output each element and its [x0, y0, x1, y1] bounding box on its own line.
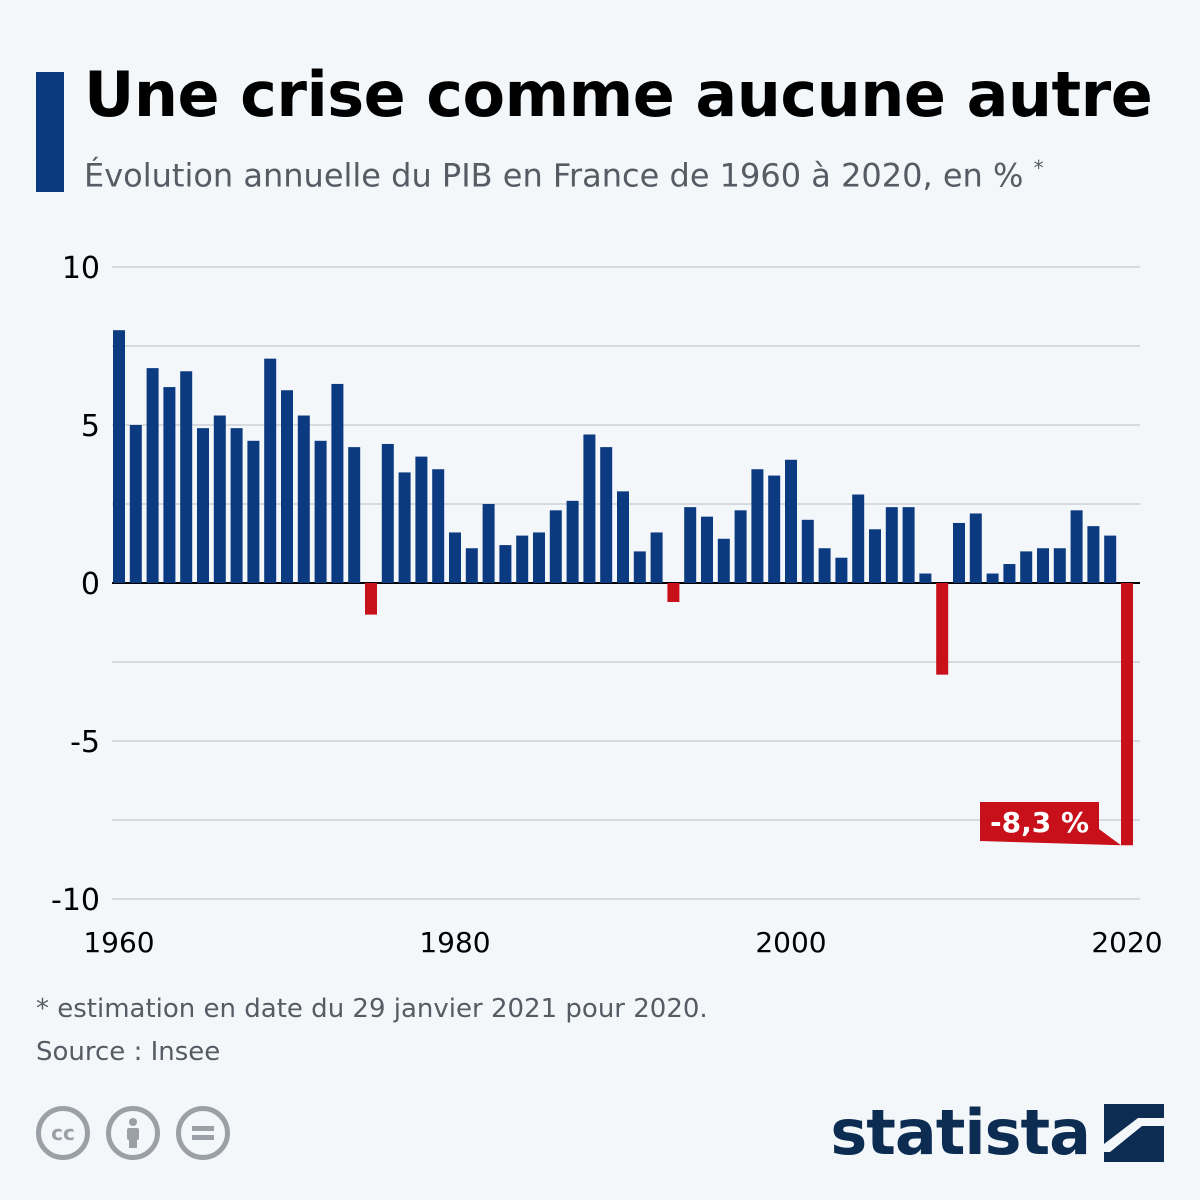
- bar-2008: [919, 573, 932, 583]
- x-tick-label: 1980: [419, 926, 490, 959]
- brand-wordmark: statista: [830, 1096, 1091, 1169]
- x-tick-label: 2000: [755, 926, 826, 959]
- bar-1968: [247, 440, 260, 583]
- bar-2014: [1020, 551, 1033, 583]
- bar-2019: [1104, 535, 1117, 583]
- bar-1983: [499, 545, 512, 583]
- y-tick-label: 10: [62, 251, 100, 286]
- bar-1970: [281, 390, 293, 583]
- bar-2015: [1037, 548, 1049, 583]
- y-tick-label: 0: [81, 567, 100, 602]
- bar-2001: [801, 519, 814, 583]
- bar-1966: [213, 415, 226, 583]
- bar-2017: [1070, 510, 1083, 583]
- bar-2007: [902, 507, 915, 583]
- bar-2009: [936, 583, 949, 675]
- statista-logo-icon: [1104, 1103, 1164, 1162]
- bar-1964: [180, 371, 193, 583]
- bar-1973: [331, 383, 344, 583]
- bar-1982: [482, 504, 495, 583]
- source-note: Source : Insee: [36, 1037, 221, 1067]
- bar-2018: [1087, 526, 1100, 583]
- bar-2011: [969, 513, 982, 583]
- license-icons: cc: [36, 1106, 230, 1160]
- bar-1996: [717, 538, 730, 583]
- bar-1995: [701, 516, 713, 583]
- bar-1974: [348, 447, 361, 583]
- y-tick-label: -5: [70, 725, 100, 760]
- bar-2004: [852, 494, 865, 583]
- bar-1976: [381, 443, 394, 583]
- bar-1971: [297, 415, 310, 583]
- footnote: * estimation en date du 29 janvier 2021 …: [36, 994, 708, 1024]
- bar-1967: [230, 428, 243, 583]
- x-tick-label: 2020: [1091, 926, 1162, 959]
- annotation-callout: [980, 802, 1121, 846]
- by-icon[interactable]: [106, 1106, 160, 1160]
- bar-1981: [465, 548, 478, 583]
- title-accent-bar: [36, 72, 64, 192]
- bar-2016: [1053, 548, 1066, 583]
- annotation-label: -8,3 %: [990, 806, 1089, 839]
- x-tick-label: 1960: [83, 926, 154, 959]
- bar-2003: [835, 557, 848, 583]
- bar-1985: [533, 532, 545, 583]
- chart-subtitle: Évolution annuelle du PIB en France de 1…: [84, 156, 1044, 195]
- bar-1961: [129, 425, 142, 583]
- bar-1998: [751, 469, 764, 583]
- statista-logo[interactable]: statista: [830, 1096, 1164, 1169]
- bar-2000: [785, 459, 797, 583]
- bar-2013: [1003, 564, 1016, 583]
- bar-1992: [650, 532, 663, 583]
- bar-1969: [264, 358, 277, 583]
- subtitle-footnote-mark: *: [1033, 156, 1044, 180]
- bar-1960: [113, 330, 125, 583]
- bar-1984: [516, 535, 529, 583]
- bar-1980: [449, 532, 461, 583]
- bar-2002: [818, 548, 831, 583]
- bar-1990: [617, 491, 629, 583]
- bar-1977: [398, 472, 411, 583]
- bar-1989: [600, 447, 613, 583]
- nd-icon[interactable]: [176, 1106, 230, 1160]
- bar-2010: [953, 522, 965, 583]
- bar-2006: [885, 507, 898, 583]
- bar-2020: [1121, 583, 1133, 846]
- y-tick-label: -10: [51, 883, 100, 918]
- bar-1993: [667, 583, 680, 602]
- bar-1987: [566, 500, 579, 583]
- bar-1963: [163, 387, 176, 583]
- bar-1965: [197, 428, 209, 583]
- bar-1978: [415, 456, 428, 583]
- bar-1991: [633, 551, 646, 583]
- bar-2005: [869, 529, 881, 583]
- gdp-bar-chart: 10 5 0 -5 -10 1960 1980 2000 2020 -8,3 %: [51, 251, 1163, 959]
- y-tick-label: 5: [81, 409, 100, 444]
- subtitle-text: Évolution annuelle du PIB en France de 1…: [84, 156, 1024, 195]
- bar-1972: [314, 440, 327, 583]
- bar-1988: [583, 434, 596, 583]
- cc-icon[interactable]: cc: [36, 1106, 90, 1160]
- bar-1975: [365, 583, 377, 615]
- bar-1994: [684, 507, 697, 583]
- bar-1962: [146, 368, 159, 583]
- bar-1999: [768, 475, 781, 583]
- bar-1979: [432, 469, 445, 583]
- chart-title: Une crise comme aucune autre: [84, 58, 1153, 131]
- bar-1986: [549, 510, 562, 583]
- bar-1997: [734, 510, 747, 583]
- bar-2012: [986, 573, 999, 583]
